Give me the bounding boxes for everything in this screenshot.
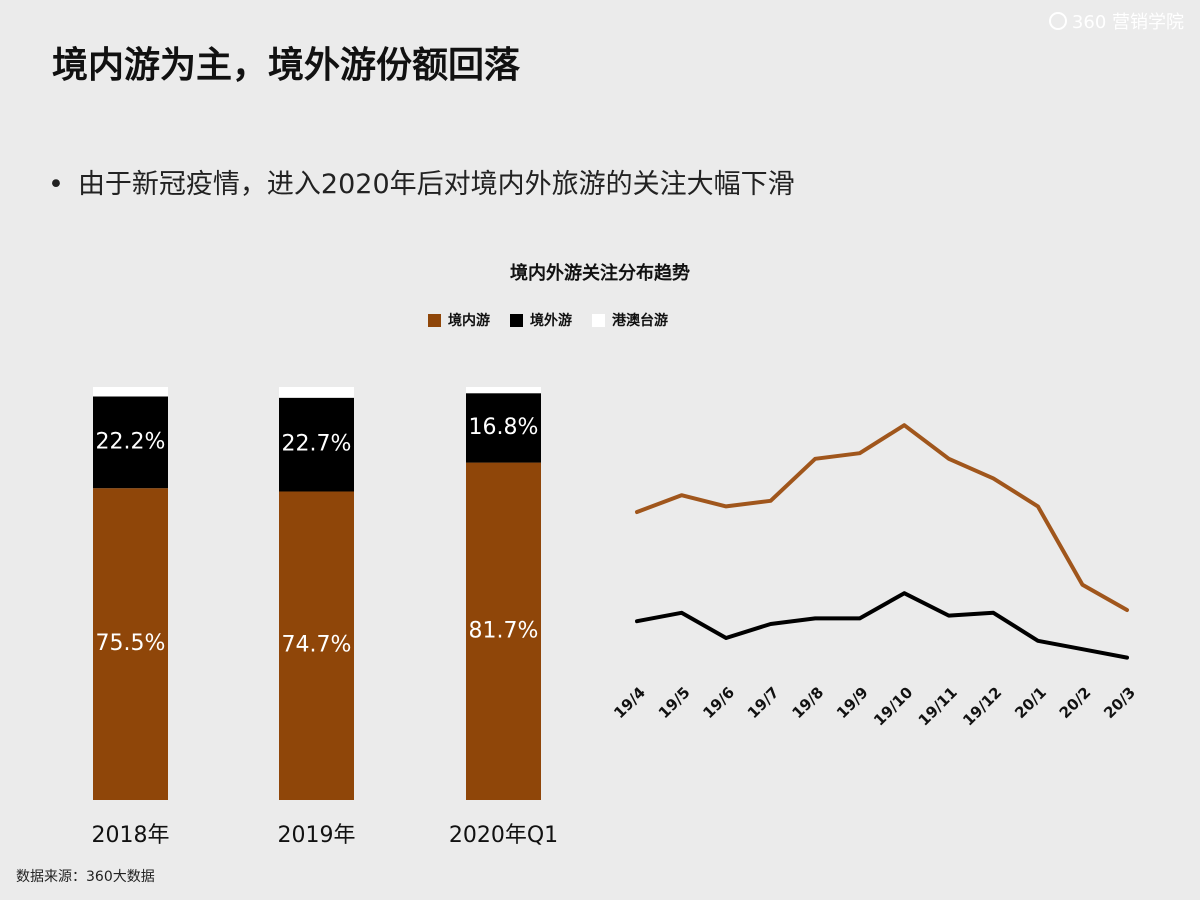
- legend-swatch: [510, 314, 523, 327]
- data-label: 75.5%: [96, 631, 166, 656]
- legend-label: 港澳台游: [612, 312, 668, 329]
- logo-icon: [1048, 12, 1067, 30]
- x-tick-label: 19/10: [870, 683, 916, 729]
- bar-segment: [466, 462, 541, 800]
- legend-swatch: [428, 314, 441, 327]
- bar-segment: [93, 387, 168, 397]
- bar-segment: [279, 491, 354, 800]
- x-tick-label: 19/4: [610, 683, 649, 722]
- bar-segment: [466, 387, 541, 394]
- bullet-content: 由于新冠疫情，进入2020年后对境内外旅游的关注大幅下滑: [77, 169, 795, 200]
- x-tick-label: 20/3: [1100, 683, 1139, 722]
- data-label: 22.7%: [282, 432, 352, 457]
- chart-title: 境内外游关注分布趋势: [510, 262, 690, 284]
- x-tick-label: 20/2: [1056, 683, 1095, 722]
- logo-text: 360 营销学院: [1071, 12, 1184, 33]
- legend-label: 境外游: [530, 312, 572, 329]
- line-series: [635, 423, 1129, 612]
- bullet-dot: •: [48, 169, 64, 200]
- data-label: 81.7%: [469, 618, 539, 643]
- x-tick-label: 19/7: [744, 683, 783, 722]
- legend-label: 境内游: [448, 312, 490, 329]
- line-series: [635, 591, 1129, 660]
- slide-title: 境内游为主，境外游份额回落: [52, 45, 521, 86]
- source-note: 数据来源：360大数据: [16, 869, 155, 885]
- x-tick-label: 2020年Q1: [449, 823, 558, 848]
- x-tick-label: 2019年: [278, 823, 356, 848]
- x-tick-label: 19/6: [699, 683, 738, 722]
- bullet-text: • 由于新冠疫情，进入2020年后对境内外旅游的关注大幅下滑: [48, 162, 795, 201]
- data-label: 22.2%: [96, 429, 166, 454]
- x-tick-label: 19/8: [788, 683, 827, 722]
- x-tick-label: 19/5: [655, 683, 694, 722]
- data-label: 74.7%: [282, 633, 352, 658]
- bar-segment: [466, 393, 541, 463]
- bar-segment: [93, 396, 168, 489]
- x-tick-label: 19/11: [915, 683, 961, 729]
- logo: 360 营销学院: [1048, 8, 1184, 34]
- bar-segment: [279, 397, 354, 492]
- data-label: 16.8%: [469, 415, 539, 440]
- x-tick-label: 20/1: [1011, 683, 1050, 722]
- bar-segment: [93, 488, 168, 800]
- x-tick-label: 2018年: [92, 823, 170, 848]
- legend-swatch: [592, 314, 605, 327]
- bar-segment: [279, 387, 354, 398]
- x-tick-label: 19/9: [833, 683, 872, 722]
- x-tick-label: 19/12: [959, 683, 1005, 729]
